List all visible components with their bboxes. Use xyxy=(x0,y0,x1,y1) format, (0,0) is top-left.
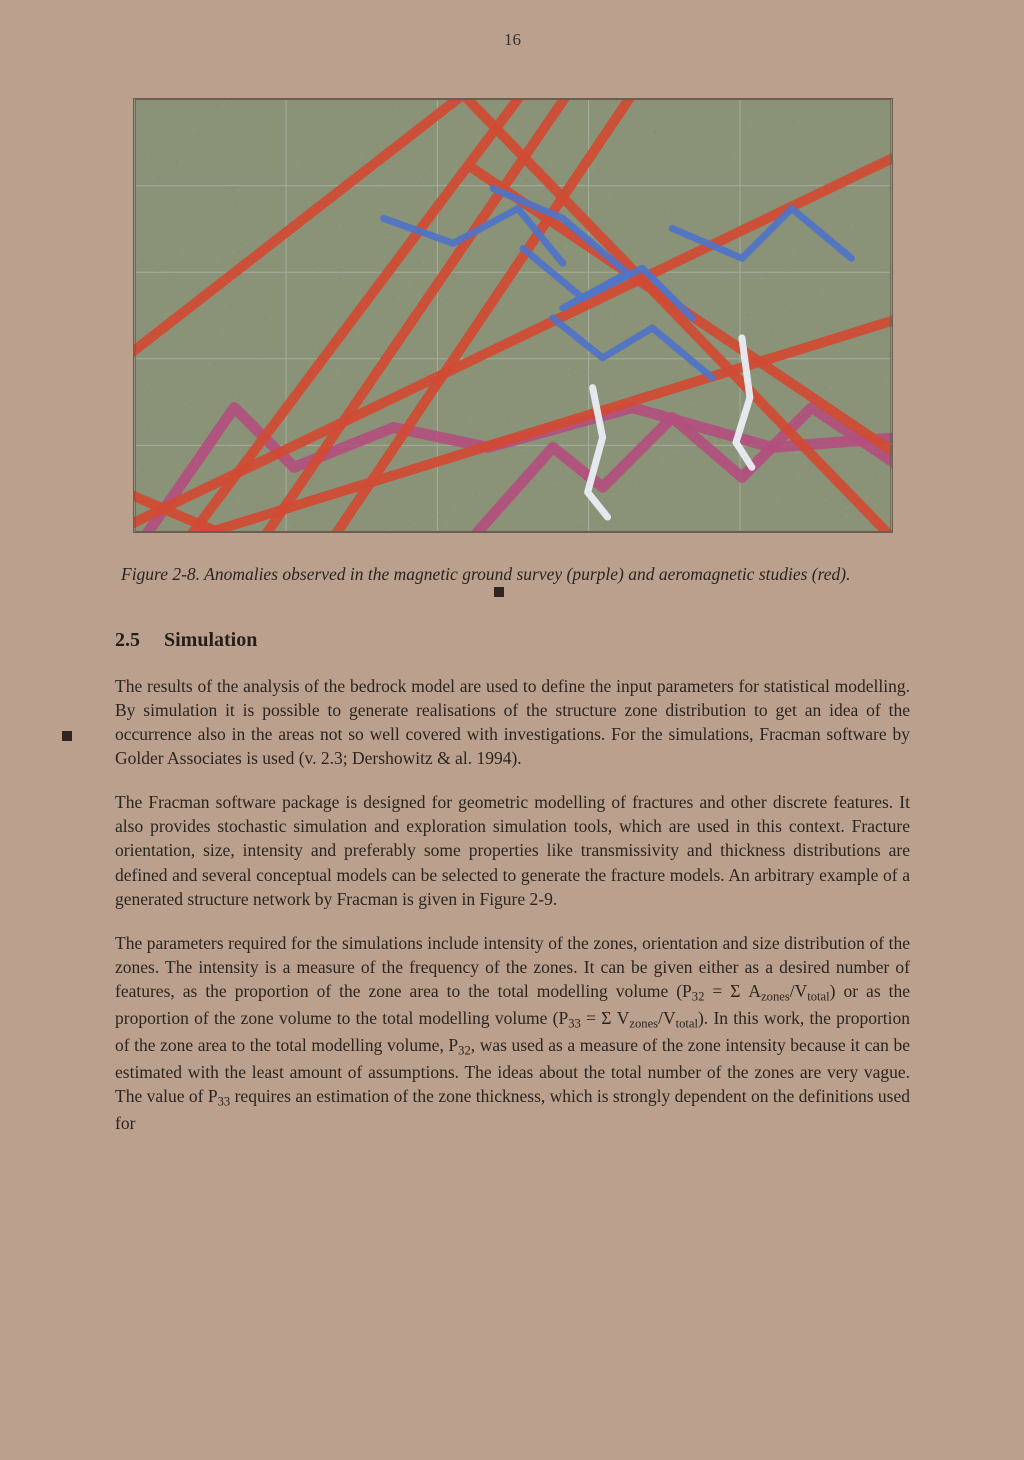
paragraph-2: The Fracman software package is designed… xyxy=(115,790,910,911)
caption-label: Figure 2-8. xyxy=(121,564,200,584)
p3-part: requires an estimation of the zone thick… xyxy=(115,1086,910,1133)
figure-2-8 xyxy=(133,98,893,533)
p3-sub: zones xyxy=(629,1017,658,1031)
section-number: 2.5 xyxy=(115,629,159,652)
p3-sigma: Σ V xyxy=(601,1008,629,1028)
p3-sub: zones xyxy=(761,990,790,1004)
section-title: Simulation xyxy=(164,629,257,651)
paragraph-1: The results of the analysis of the bedro… xyxy=(115,674,910,771)
p3-sub: 32 xyxy=(458,1043,471,1057)
p3-part: /V xyxy=(790,981,808,1001)
p3-part: = xyxy=(586,1008,596,1028)
p3-sub: total xyxy=(807,990,829,1004)
figure-svg xyxy=(134,99,892,532)
p3-sub: 33 xyxy=(218,1095,231,1109)
p3-sigma: Σ A xyxy=(730,981,761,1001)
caption-text: Anomalies observed in the magnetic groun… xyxy=(204,564,850,584)
figure-caption: Figure 2-8. Anomalies observed in the ma… xyxy=(121,563,904,587)
scan-mark-2 xyxy=(62,731,72,741)
scan-mark-1 xyxy=(494,587,504,597)
page-number: 16 xyxy=(115,30,910,50)
p3-sub: 32 xyxy=(692,990,705,1004)
p3-sub: 33 xyxy=(568,1017,581,1031)
paragraph-3: The parameters required for the simulati… xyxy=(115,931,910,1135)
p3-sub: total xyxy=(676,1017,698,1031)
page-container: 16 Figure 2-8. Anomalies observed in the… xyxy=(115,30,910,1155)
section-heading: 2.5 Simulation xyxy=(115,629,910,652)
p3-part: = xyxy=(712,981,722,1001)
p3-part: /V xyxy=(658,1008,676,1028)
